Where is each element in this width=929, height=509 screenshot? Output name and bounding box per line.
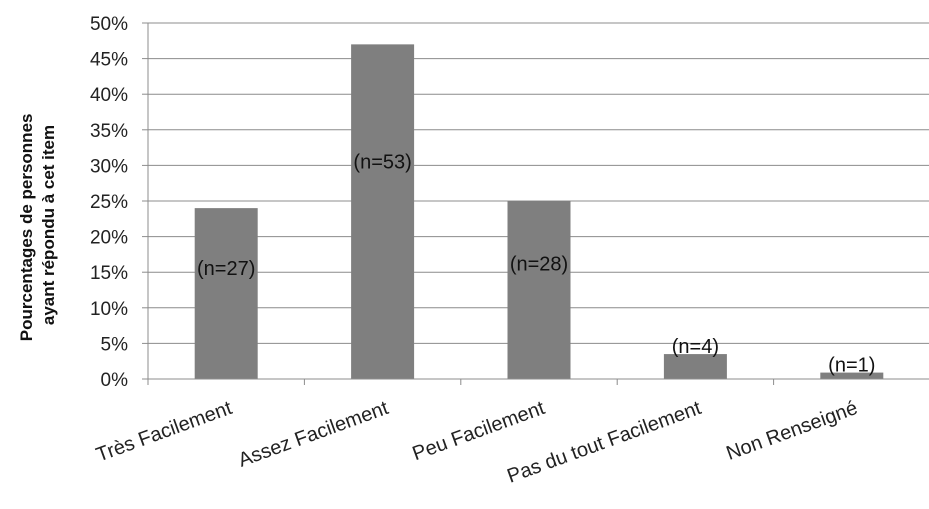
y-tick-label: 50%: [90, 14, 128, 35]
y-tick-label: 0%: [101, 370, 129, 391]
y-tick-label: 20%: [90, 228, 128, 249]
y-tick-label: 30%: [90, 156, 128, 177]
y-tick-label: 45%: [90, 50, 128, 71]
data-label: (n=28): [510, 253, 568, 275]
x-tick-label: Très Facilement: [93, 397, 235, 467]
bar: [820, 372, 884, 379]
data-label: (n=27): [197, 258, 255, 280]
y-tick-label: 40%: [90, 85, 128, 106]
x-tick-label: Assez Facilement: [235, 397, 391, 472]
x-tick-labels: Très Facilement Assez Facilement Peu Facil…: [93, 397, 860, 488]
x-tick-label: Peu Facilement: [410, 397, 549, 465]
bar: [194, 208, 258, 379]
y-tick-label: 35%: [90, 121, 128, 142]
y-axis-title-line-1: Pourcentages de personnes: [17, 114, 36, 342]
bar: [663, 354, 727, 379]
data-label: (n=4): [672, 336, 719, 358]
x-tick-label: Non Renseigné: [723, 397, 860, 465]
y-tick-label: 10%: [90, 299, 128, 320]
y-axis-title-line-2: ayant répondu à cet item: [39, 125, 58, 325]
y-tick-labels: 0% 5% 10% 15% 20% 25% 30% 35% 40% 45% 50%: [90, 14, 128, 391]
y-axis-title: Pourcentages de personnes ayant répondu …: [17, 109, 58, 341]
axes: [142, 22, 929, 385]
y-tick-label: 5%: [101, 334, 129, 355]
bar: [507, 201, 571, 379]
data-labels: (n=27) (n=53) (n=28) (n=4) (n=1): [197, 151, 875, 376]
data-label: (n=1): [828, 355, 875, 377]
bar: [351, 44, 415, 380]
y-tick-label: 15%: [90, 263, 128, 284]
bars: [194, 44, 884, 380]
data-label: (n=53): [353, 151, 411, 173]
y-tick-label: 25%: [90, 192, 128, 213]
